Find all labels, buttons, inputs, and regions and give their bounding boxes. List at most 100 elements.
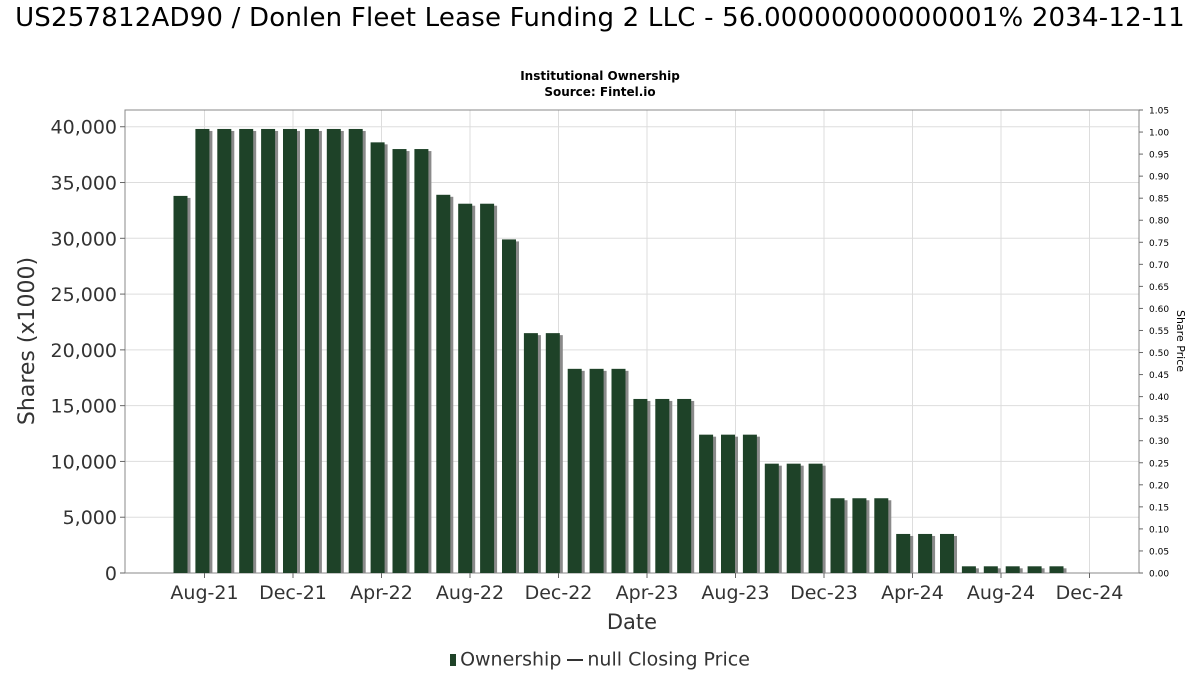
ownership-chart: 0 5,000 10,000 15,000 20,000 25,000 30,000 35,0… <box>15 107 1187 635</box>
subtitle-ownership: Institutional Ownership <box>520 69 680 83</box>
x-tick-label: Aug-22 <box>436 582 504 604</box>
y2-tick-label: 1.00 <box>1149 129 1169 139</box>
ownership-bar <box>239 128 254 574</box>
y2-tick-label: 1.05 <box>1149 107 1169 117</box>
ownership-bar <box>195 128 210 574</box>
x-axis-title: Date <box>607 610 657 634</box>
y2-tick-label: 0.90 <box>1149 173 1169 183</box>
ownership-bar <box>348 128 363 574</box>
ownership-bar <box>830 498 845 573</box>
y2-tick-label: 0.60 <box>1149 305 1169 315</box>
ownership-bar <box>721 434 735 573</box>
x-tick-label: Apr-23 <box>616 582 679 604</box>
ownership-bar <box>1049 566 1064 573</box>
ownership-bar <box>983 566 998 573</box>
ownership-bar <box>370 142 385 573</box>
legend-ownership-label: Ownership <box>460 648 562 671</box>
ownership-bar <box>677 398 692 573</box>
ownership-bar <box>567 368 582 573</box>
y2-tick-label: 0.70 <box>1149 261 1169 271</box>
ownership-bar <box>545 333 560 573</box>
ownership-bar <box>764 463 779 573</box>
y2-tick-label: 0.95 <box>1149 151 1169 161</box>
ownership-bar <box>742 434 757 573</box>
y2-tick-label: 0.20 <box>1149 481 1169 491</box>
y-axis-right: 0.00 0.05 0.10 0.15 0.20 0.25 0.30 0.35 0.40 0.45… <box>1139 107 1169 580</box>
plot-area <box>124 109 1140 574</box>
y2-tick-label: 0.45 <box>1149 371 1169 381</box>
legend-price-label: null Closing Price <box>587 648 750 671</box>
chart-subtitle: Institutional Ownership Source: Fintel.i… <box>0 68 1200 100</box>
legend: Ownership null Closing Price <box>0 648 1200 671</box>
ownership-bar <box>961 566 976 573</box>
ownership-bar <box>173 195 188 574</box>
legend-ownership-swatch <box>450 653 457 666</box>
ownership-bar <box>480 203 495 573</box>
bar-series-ownership <box>173 128 1067 574</box>
y-tick-label: 30,000 <box>51 228 117 250</box>
y2-tick-label: 0.55 <box>1149 327 1169 337</box>
ownership-bar <box>633 398 648 573</box>
y-axis-title: Shares (x1000) <box>15 257 40 425</box>
ownership-bar <box>874 498 889 573</box>
ownership-bar <box>896 533 911 573</box>
ownership-bar <box>1027 566 1042 573</box>
y-tick-label: 25,000 <box>51 284 117 306</box>
ownership-bar <box>304 128 319 574</box>
ownership-bar <box>1005 566 1020 573</box>
ownership-bar <box>589 368 604 573</box>
x-tick-label: Apr-24 <box>881 582 944 604</box>
y-tick-label: 10,000 <box>51 451 117 473</box>
ownership-bar <box>786 463 801 573</box>
x-tick-label: Aug-24 <box>967 582 1035 604</box>
y2-tick-label: 0.05 <box>1149 547 1169 557</box>
x-tick-label: Aug-23 <box>701 582 769 604</box>
ownership-bar <box>217 128 232 574</box>
y2-tick-label: 0.65 <box>1149 283 1169 293</box>
y2-tick-label: 0.85 <box>1149 195 1169 205</box>
x-tick-label: Apr-22 <box>350 582 413 604</box>
ownership-bar <box>523 333 538 573</box>
ownership-bar <box>699 434 714 573</box>
y2-tick-label: 0.25 <box>1149 459 1169 469</box>
legend-price-swatch <box>567 658 584 661</box>
y-tick-label: 5,000 <box>63 507 117 529</box>
ownership-bar <box>611 368 626 573</box>
x-tick-label: Aug-21 <box>170 582 238 604</box>
ownership-bar <box>326 128 341 574</box>
subtitle-source: Source: Fintel.io <box>544 85 656 99</box>
ownership-bar <box>940 533 954 573</box>
x-axis: Aug-21 Dec-21 Apr-22 Aug-22 Dec-22 Apr-23 Aug-… <box>170 573 1123 604</box>
y-tick-label: 15,000 <box>51 396 117 418</box>
x-tick-label: Dec-21 <box>259 582 327 604</box>
y2-tick-label: 0.35 <box>1149 415 1169 425</box>
x-tick-label: Dec-23 <box>790 582 858 604</box>
y2-tick-label: 0.00 <box>1149 570 1169 580</box>
ownership-bar <box>283 128 297 574</box>
y2-tick-label: 0.80 <box>1149 217 1169 227</box>
y2-axis-title: Share Price <box>1174 310 1187 372</box>
ownership-bar <box>502 239 516 573</box>
x-tick-label: Dec-22 <box>525 582 593 604</box>
y2-tick-label: 0.15 <box>1149 503 1169 513</box>
ownership-bar <box>458 203 473 573</box>
y2-tick-label: 0.10 <box>1149 525 1169 535</box>
ownership-bar <box>655 398 670 573</box>
x-tick-label: Dec-24 <box>1056 582 1124 604</box>
y2-tick-label: 0.50 <box>1149 349 1169 359</box>
ownership-bar <box>852 498 867 573</box>
y-tick-label: 35,000 <box>51 173 117 195</box>
ownership-bar <box>808 463 823 573</box>
ownership-bar <box>414 149 429 573</box>
y2-tick-label: 0.40 <box>1149 393 1169 403</box>
ownership-bar <box>918 533 933 573</box>
y-tick-label: 0 <box>105 563 117 585</box>
y2-tick-label: 0.30 <box>1149 437 1169 447</box>
chart-title: US257812AD90 / Donlen Fleet Lease Fundin… <box>15 3 1185 33</box>
y2-tick-label: 0.75 <box>1149 239 1169 249</box>
ownership-bar <box>436 194 451 574</box>
y-axis-left: 0 5,000 10,000 15,000 20,000 25,000 30,000 35,0… <box>51 117 125 585</box>
ownership-bar <box>392 149 407 573</box>
y-tick-label: 20,000 <box>51 340 117 362</box>
ownership-bar <box>261 128 276 574</box>
